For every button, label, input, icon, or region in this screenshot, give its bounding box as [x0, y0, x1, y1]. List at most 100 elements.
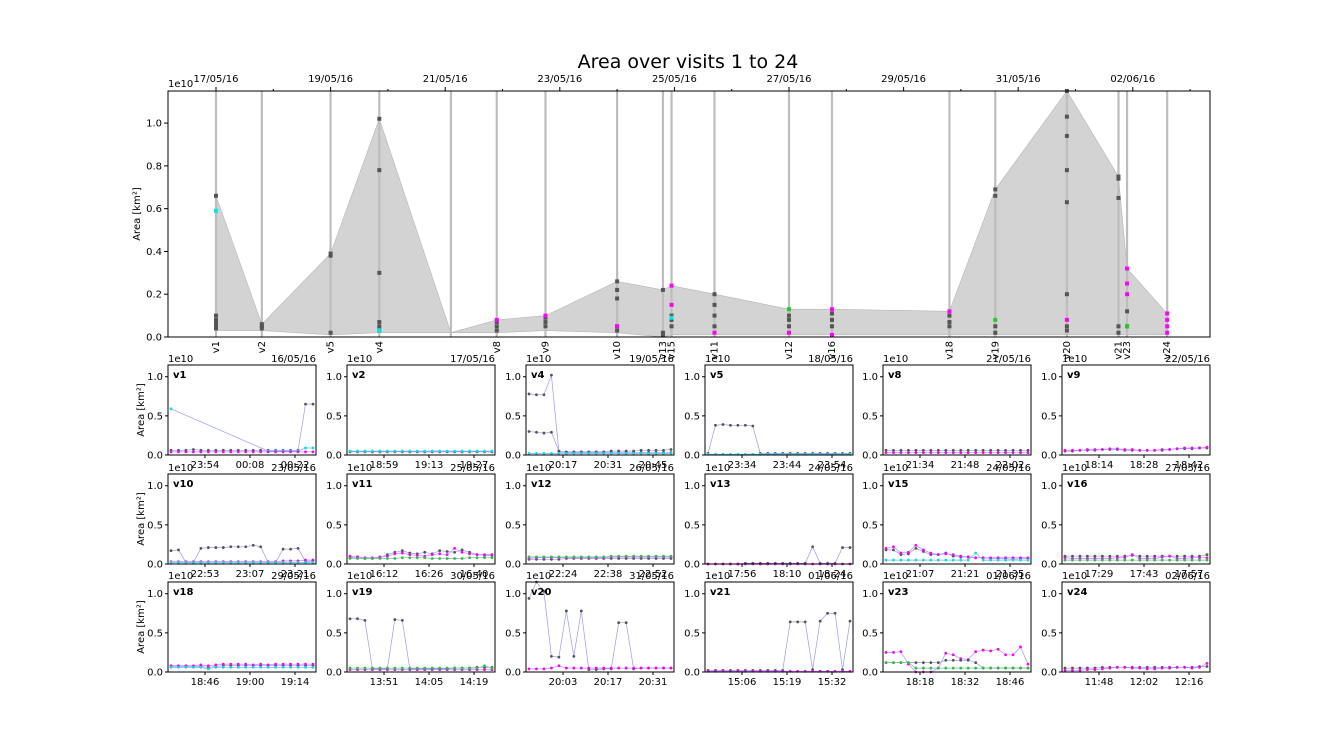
- panel-point: [662, 554, 665, 558]
- panel-y-exponent: 1e10: [883, 354, 908, 365]
- panel-point: [378, 557, 382, 560]
- panel-visit-label: v13: [710, 479, 730, 490]
- panel-point: [632, 554, 636, 558]
- panel-point: [921, 451, 925, 455]
- panel-visit-label: v16: [1067, 479, 1087, 490]
- panel-point: [1123, 558, 1127, 562]
- panel-point: [921, 666, 925, 670]
- visit-point: [829, 324, 834, 329]
- panel-point: [818, 619, 822, 623]
- panel-point: [281, 450, 285, 454]
- panel-point: [1138, 448, 1142, 452]
- panel-point: [951, 666, 955, 670]
- panel-point: [311, 402, 315, 406]
- panel-point: [907, 448, 910, 452]
- panel-point: [944, 666, 948, 670]
- panel-point: [1190, 556, 1194, 560]
- panel-point: [564, 666, 568, 670]
- x-date-label: 25/05/16: [652, 74, 697, 85]
- panel-point: [550, 452, 553, 455]
- panel-point: [669, 666, 673, 670]
- panel-point: [251, 663, 255, 667]
- panel-point: [542, 555, 546, 559]
- panel-point: [989, 649, 993, 653]
- panel-point: [921, 661, 925, 665]
- visit-panel: v8 1e10 21/05/16 0.0 0.5 1.0 21:34 21:48 22:02: [862, 354, 1032, 471]
- panel-x-tick-label: 21:34: [906, 460, 935, 471]
- panel-y-tick-label: 0.0: [147, 560, 163, 571]
- panel-point: [1004, 666, 1007, 670]
- visit-panel: v4 1e10 19/05/16 0.0 0.5 1.0 20:17 20:31 20:45: [505, 354, 675, 471]
- panel-y-exponent: 1e10: [1062, 354, 1087, 365]
- panel-date: 16/05/16: [271, 354, 316, 365]
- panel-point: [1078, 448, 1082, 452]
- panel-point: [244, 561, 248, 564]
- visit-label: v11: [710, 341, 721, 360]
- visit-point: [1064, 200, 1069, 205]
- panel-point: [400, 551, 404, 555]
- panel-point: [1115, 556, 1119, 560]
- panel-point: [1175, 554, 1179, 558]
- panel-point: [1063, 666, 1067, 670]
- panel-point: [289, 450, 292, 454]
- panel-point: [363, 557, 367, 560]
- panel-point: [192, 448, 195, 451]
- panel-point: [363, 666, 367, 670]
- panel-point: [1205, 661, 1209, 665]
- visit-point-colored: [1125, 324, 1130, 329]
- panel-point: [669, 452, 673, 455]
- panel-point: [907, 550, 910, 554]
- panel-point: [430, 666, 434, 670]
- panel-point: [296, 665, 300, 669]
- panel-point: [921, 548, 925, 552]
- panel-y-tick-label: 1.0: [147, 481, 163, 492]
- panel-point: [542, 431, 546, 435]
- visit-point: [214, 313, 218, 318]
- visit-point: [993, 193, 998, 198]
- panel-x-tick-label: 11:48: [1085, 677, 1114, 688]
- panel-point: [899, 551, 903, 555]
- panel-x-tick-label: 13:51: [370, 677, 399, 688]
- panel-point: [647, 452, 650, 455]
- panel-point: [1086, 448, 1089, 451]
- panel-point: [974, 556, 978, 560]
- panel-point: [1011, 558, 1015, 562]
- panel-x-tick-label: 19:14: [281, 677, 310, 688]
- panel-point: [1026, 558, 1030, 562]
- panel-series-line: [528, 431, 672, 453]
- panel-point: [966, 555, 970, 559]
- panel-point: [959, 658, 963, 662]
- panel-point: [743, 423, 747, 427]
- panel-point: [214, 663, 218, 667]
- panel-x-tick-label: 18:18: [906, 677, 935, 688]
- y-tick-label: 0.0: [146, 333, 162, 344]
- panel-point: [639, 448, 643, 452]
- panel-point: [1175, 665, 1179, 669]
- visit-point: [712, 313, 717, 318]
- panel-point: [639, 666, 643, 670]
- visit-label: v2: [257, 341, 268, 353]
- panel-point: [535, 430, 538, 434]
- panel-point: [221, 665, 225, 669]
- panel-point: [378, 449, 382, 453]
- panel-point: [587, 555, 591, 559]
- panel-point: [966, 658, 970, 662]
- x-date-label: 23/05/16: [537, 74, 582, 85]
- panel-point: [460, 548, 464, 552]
- panel-point: [311, 446, 315, 450]
- panel-y-exponent: 1e10: [1062, 571, 1087, 582]
- panel-point: [1205, 553, 1209, 557]
- panel-point: [951, 448, 955, 452]
- panel-point: [632, 666, 636, 670]
- visit-label: v19: [990, 341, 1001, 360]
- panel-point: [647, 554, 650, 558]
- panel-y-exponent: 1e10: [705, 571, 730, 582]
- panel-point: [281, 665, 285, 669]
- panel-point: [1138, 666, 1142, 670]
- panel-point: [289, 662, 292, 666]
- panel-point: [892, 548, 895, 552]
- panel-point: [1086, 558, 1089, 562]
- panel-frame: [704, 364, 854, 456]
- panel-point: [609, 554, 613, 558]
- panel-point: [304, 665, 307, 669]
